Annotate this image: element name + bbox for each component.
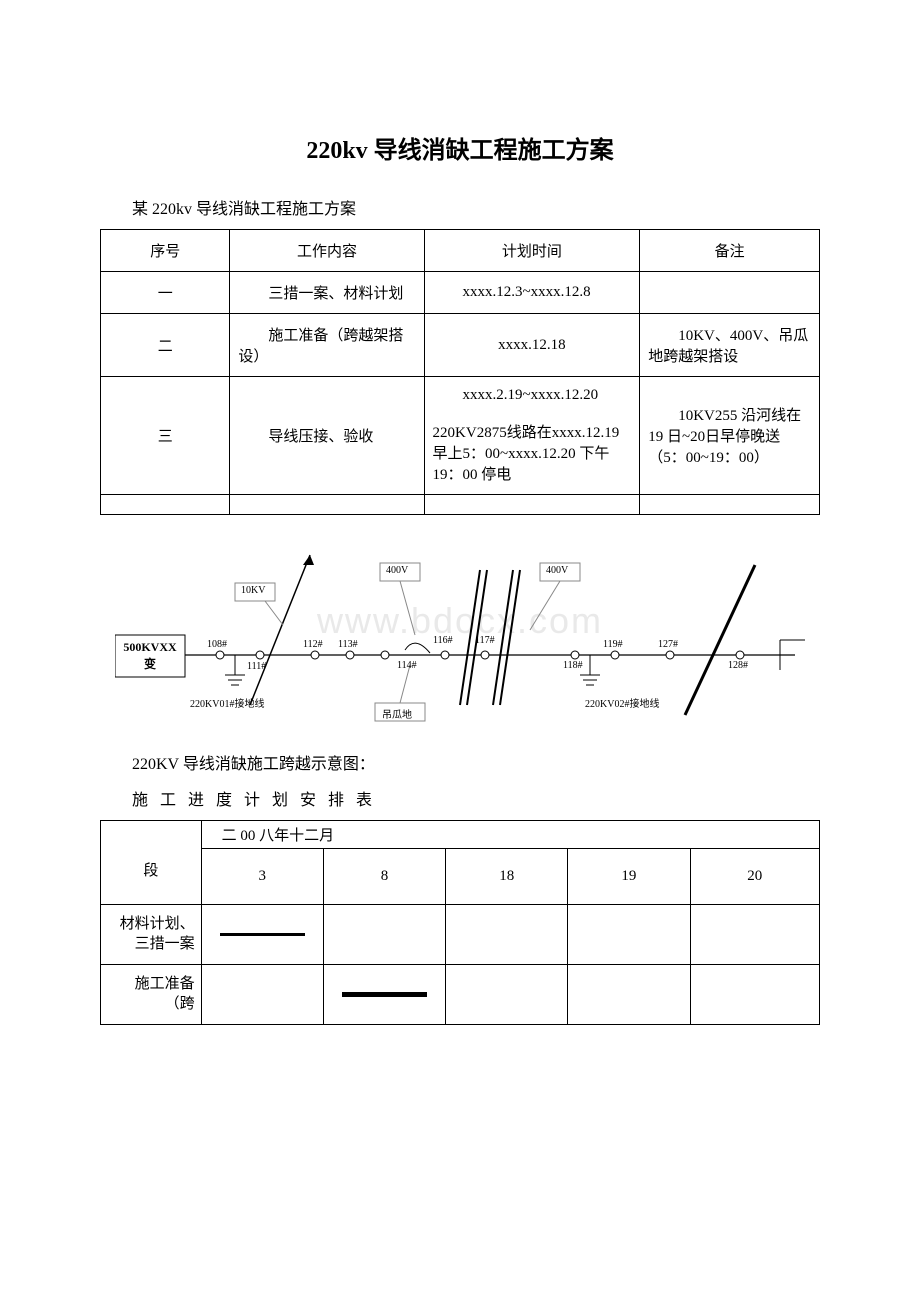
label-hang: 吊瓜地	[382, 706, 412, 721]
page-title: 220kv 导线消缺工程施工方案	[100, 130, 820, 165]
tower-label: 113#	[338, 639, 358, 650]
cell-no: 一	[101, 272, 230, 314]
seg-head: 段	[107, 862, 195, 882]
tower-label: 111#	[247, 661, 266, 672]
tower-label: 117#	[475, 635, 495, 646]
th-time: 计划时间	[424, 230, 640, 272]
cell-note	[640, 272, 820, 314]
day-col: 19	[568, 849, 690, 905]
row-label: 施工准备（跨	[101, 965, 202, 1025]
table-row: 二 施工准备（跨越架搭设） xxxx.12.18 10KV、400V、吊瓜地跨越…	[101, 314, 820, 377]
bar-cell	[201, 905, 323, 965]
tower-label: 128#	[728, 660, 748, 671]
cell-note: 10KV255 沿河线在 19 日~20日早停晚送（5：00~19：00）	[640, 377, 820, 495]
diagram-caption: 220KV 导线消缺施工跨越示意图：	[100, 750, 820, 774]
table-row: 一 三措一案、材料计划 xxxx.12.3~xxxx.12.8	[101, 272, 820, 314]
bar-cell	[323, 965, 445, 1025]
row-label: 材料计划、三措一案	[101, 905, 202, 965]
plan-table: 序号 工作内容 计划时间 备注 一 三措一案、材料计划 xxxx.12.3~xx…	[100, 229, 820, 515]
tower-label: 112#	[303, 639, 323, 650]
label-10kv: 10KV	[241, 585, 265, 596]
tower-label: 114#	[397, 660, 417, 671]
ground-label-1: 220KV01#接地线	[190, 695, 264, 710]
cell-time: xxxx.2.19~xxxx.12.20 220KV2875线路在xxxx.12…	[424, 377, 640, 495]
th-note: 备注	[640, 230, 820, 272]
tower-label: 127#	[658, 639, 678, 650]
day-col: 20	[690, 849, 819, 905]
gantt-bar	[220, 933, 305, 936]
gantt-bar	[342, 992, 427, 997]
schedule-header-period: 段 二 00 八年十二月	[101, 821, 820, 849]
crossing-diagram: 500KVXX变 10KV 400V 400V 吊瓜地 220KV01#接地线 …	[115, 535, 805, 735]
table-header-row: 序号 工作内容 计划时间 备注	[101, 230, 820, 272]
cell-no: 三	[101, 377, 230, 495]
table-row: 三 导线压接、验收 xxxx.2.19~xxxx.12.20 220KV2875…	[101, 377, 820, 495]
cell-work: 导线压接、验收	[230, 377, 424, 495]
cell-work: 三措一案、材料计划	[230, 272, 424, 314]
station-label: 500KVXX变	[119, 639, 181, 673]
day-col: 3	[201, 849, 323, 905]
subtitle-text: 某 220kv 导线消缺工程施工方案	[100, 195, 820, 219]
th-no: 序号	[101, 230, 230, 272]
schedule-row: 材料计划、三措一案	[101, 905, 820, 965]
cell-work: 施工准备（跨越架搭设）	[230, 314, 424, 377]
tower-label: 118#	[563, 660, 583, 671]
day-col: 18	[446, 849, 568, 905]
tower-label: 119#	[603, 639, 623, 650]
schedule-row: 施工准备（跨	[101, 965, 820, 1025]
tower-label: 108#	[207, 639, 227, 650]
table-row-spacer	[101, 495, 820, 515]
schedule-table: 段 二 00 八年十二月 3 8 18 19 20 材料计划、三措一案 施工准备…	[100, 820, 820, 1025]
cell-time: xxxx.12.18	[424, 314, 640, 377]
label-400v-b: 400V	[546, 565, 568, 576]
th-work: 工作内容	[230, 230, 424, 272]
cell-note: 10KV、400V、吊瓜地跨越架搭设	[640, 314, 820, 377]
ground-label-2: 220KV02#接地线	[585, 695, 659, 710]
cell-no: 二	[101, 314, 230, 377]
day-col: 8	[323, 849, 445, 905]
tower-label: 116#	[433, 635, 453, 646]
schedule-title: 施 工 进 度 计 划 安 排 表	[100, 786, 820, 810]
period-label: 二 00 八年十二月	[201, 821, 819, 849]
label-400v-a: 400V	[386, 565, 408, 576]
cell-time: xxxx.12.3~xxxx.12.8	[424, 272, 640, 314]
schedule-header-days: 3 8 18 19 20	[101, 849, 820, 905]
